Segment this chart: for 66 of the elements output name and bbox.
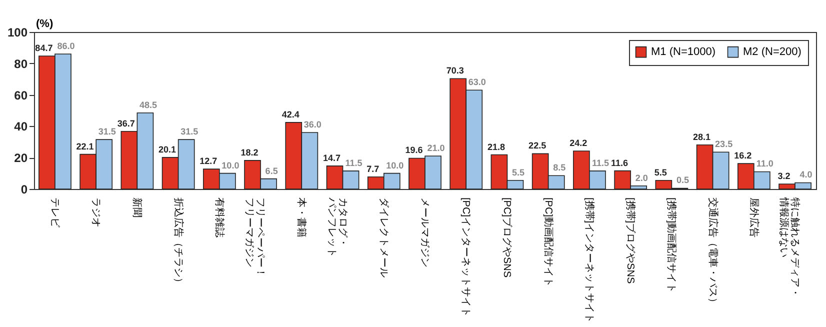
data-label: 16.2	[734, 150, 752, 161]
legend-label: M1 (N=1000)	[651, 46, 716, 58]
data-label: 84.7	[35, 43, 53, 54]
data-label: 18.2	[240, 147, 258, 158]
y-axis-title: (%)	[36, 18, 54, 30]
y-tick-label: 100	[7, 26, 28, 40]
data-label: 8.5	[553, 162, 566, 173]
y-tick-label: 20	[14, 151, 28, 166]
x-tick-label: メールマガジン	[419, 198, 430, 268]
y-tick-label: 60	[14, 88, 28, 102]
data-label: 22.1	[76, 141, 94, 152]
data-label: 6.5	[265, 166, 278, 176]
data-label: 10.0	[222, 160, 240, 170]
data-label: 12.7	[200, 156, 218, 166]
x-tick-label: 新聞	[131, 198, 144, 218]
x-tick-label: 屋外広告	[748, 198, 760, 238]
x-tick-label: [PC]ブログやSNS	[501, 198, 514, 278]
data-label: 63.0	[468, 77, 486, 88]
data-label: 7.7	[366, 164, 380, 174]
y-tick-label: 0	[20, 182, 28, 196]
data-label: 31.5	[180, 126, 198, 137]
x-tick-label: [携帯]ブログやSNS	[624, 198, 637, 284]
data-label: 86.0	[57, 40, 75, 51]
data-label: 31.5	[98, 126, 116, 137]
y-tick-label: 40	[14, 120, 28, 134]
data-label: 11.6	[611, 158, 628, 168]
x-tick-label: [携帯]インターネットサイト	[583, 198, 596, 324]
data-label: 28.1	[693, 132, 711, 142]
x-tick-label: カタログ・パンフレット	[326, 196, 348, 258]
x-tick-label: 本・書籍	[296, 198, 308, 238]
data-label: 24.2	[570, 138, 588, 148]
data-label: 5.5	[654, 167, 667, 178]
data-label: 20.1	[158, 144, 176, 154]
data-label: 11.5	[345, 158, 362, 168]
data-label: 48.5	[139, 100, 157, 110]
data-label: 22.5	[528, 140, 546, 151]
data-label: 11.0	[756, 158, 774, 169]
data-label: 21.0	[427, 143, 445, 154]
x-tick-label: ダイレクトメール	[378, 198, 390, 278]
data-label: 36.7	[117, 118, 135, 128]
data-label: 19.6	[405, 145, 423, 156]
data-label: 14.7	[322, 152, 341, 163]
x-tick-label: テレビ	[48, 198, 60, 228]
x-tick-label: 折込広告（チラシ）	[172, 198, 184, 288]
data-label: 3.2	[778, 170, 790, 181]
data-label: 23.5	[715, 139, 733, 150]
data-label: 70.3	[446, 66, 464, 76]
data-label: 36.0	[304, 119, 322, 130]
x-tick-label: フリーペーパー！フリーマガジン	[244, 198, 266, 278]
x-tick-label: 特に触れるメディア・情報源はない	[778, 196, 802, 298]
x-tick-label: [PC]インターネットサイト	[460, 198, 472, 317]
x-tick-label: [PC]動画配信サイト	[542, 198, 554, 287]
data-label: 11.5	[592, 158, 609, 168]
data-label: 4.0	[800, 170, 812, 180]
y-tick-label: 80	[14, 56, 28, 71]
x-tick-label: [携帯]動画配信サイト	[666, 198, 678, 294]
data-label: 2.0	[635, 172, 648, 183]
legend-label: M2 (N=200)	[743, 46, 802, 58]
data-label: 10.0	[386, 160, 404, 170]
data-label: 21.8	[487, 142, 505, 152]
x-tick-label: ラジオ	[90, 198, 102, 228]
x-tick-label: 有料雑誌	[213, 198, 226, 238]
data-label: 0.5	[676, 175, 689, 186]
data-label: 5.5	[512, 167, 525, 178]
x-tick-label: 交通広告（電車・バス）	[706, 198, 719, 308]
data-label: 42.4	[282, 109, 300, 120]
